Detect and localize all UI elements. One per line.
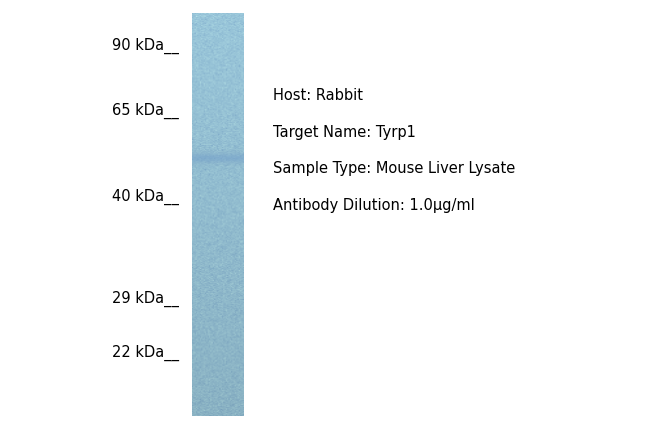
Text: 90 kDa__: 90 kDa__ <box>112 37 179 54</box>
Text: 40 kDa__: 40 kDa__ <box>112 189 179 205</box>
Text: 22 kDa__: 22 kDa__ <box>112 345 179 361</box>
Text: Target Name: Tyrp1: Target Name: Tyrp1 <box>273 125 416 139</box>
Text: 29 kDa__: 29 kDa__ <box>112 291 179 307</box>
Text: Antibody Dilution: 1.0µg/ml: Antibody Dilution: 1.0µg/ml <box>273 198 474 213</box>
Text: Sample Type: Mouse Liver Lysate: Sample Type: Mouse Liver Lysate <box>273 162 515 176</box>
Text: Host: Rabbit: Host: Rabbit <box>273 88 363 103</box>
Text: 65 kDa__: 65 kDa__ <box>112 102 179 119</box>
